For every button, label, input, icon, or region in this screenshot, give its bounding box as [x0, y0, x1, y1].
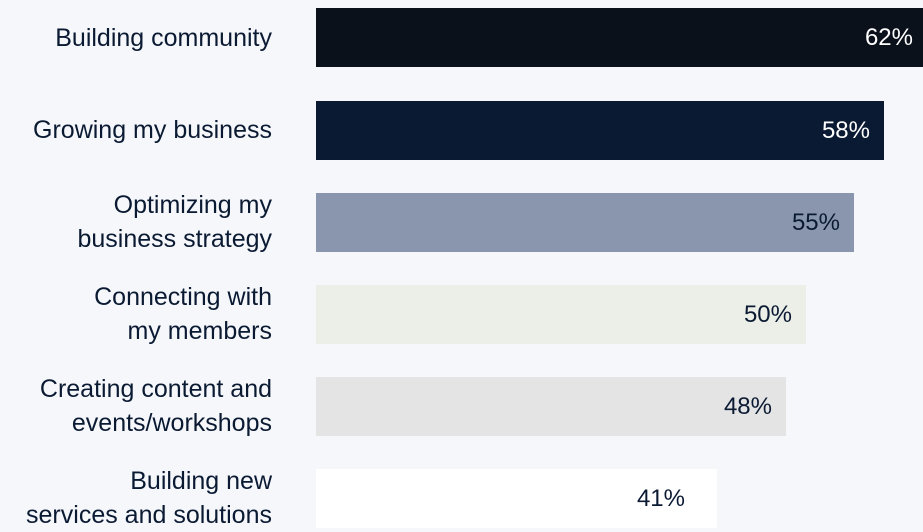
bar: [316, 101, 884, 160]
bar-value-label: 50%: [743, 301, 792, 328]
bar: [316, 377, 786, 436]
bar-value-label: 55%: [791, 209, 840, 236]
category-label: Connecting with my members: [94, 283, 272, 345]
category-label: Building new services and solutions: [26, 467, 272, 529]
category-label: Growing my business: [33, 116, 272, 144]
bar: [316, 193, 854, 252]
category-label: Creating content and events/workshops: [39, 375, 272, 437]
bar-value-label: 48%: [723, 393, 772, 420]
bar-value-label: 62%: [864, 24, 913, 51]
category-label: Optimizing my business strategy: [77, 191, 272, 253]
bar: [316, 469, 717, 528]
bar: [316, 8, 923, 67]
bar: [316, 285, 806, 344]
bar-value-label: 41%: [636, 485, 685, 512]
bar-value-label: 58%: [821, 117, 870, 144]
category-label: Building community: [55, 24, 272, 52]
